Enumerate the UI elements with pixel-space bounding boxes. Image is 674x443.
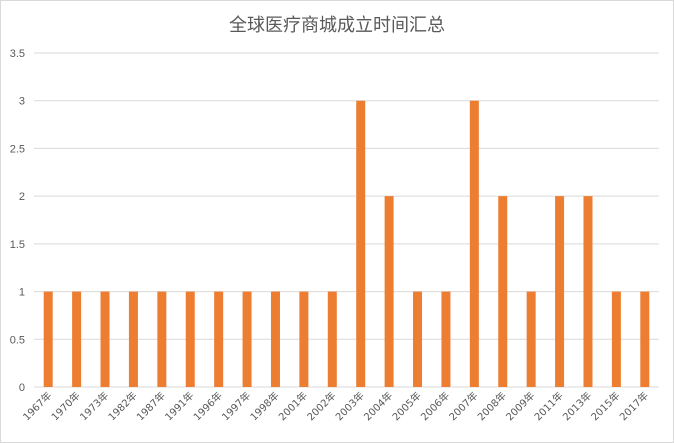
x-axis-ticks: 1967年1970年1973年1982年1987年1991年1996年1997年… xyxy=(20,389,651,423)
bar xyxy=(157,291,167,387)
x-tick-label: 2004年 xyxy=(361,389,395,423)
x-tick-label: 2006年 xyxy=(418,389,452,423)
bar xyxy=(185,291,195,387)
x-tick-label: 1998年 xyxy=(247,389,281,423)
bar xyxy=(72,291,82,387)
x-tick-label: 1996年 xyxy=(191,389,225,423)
bar xyxy=(214,291,224,387)
x-tick-label: 1997年 xyxy=(219,389,253,423)
gridlines xyxy=(34,52,659,388)
x-tick-label: 2015年 xyxy=(588,389,622,423)
x-tick-label: 2003年 xyxy=(333,389,367,423)
x-tick-label: 2002年 xyxy=(304,389,338,423)
bar xyxy=(242,291,252,387)
y-axis-ticks: 0 0.5 1 1.5 2 2.5 3 3.5 xyxy=(10,48,25,394)
y-tick-label: 2 xyxy=(19,191,25,203)
x-tick-label: 2009年 xyxy=(503,389,537,423)
bars xyxy=(43,100,650,387)
y-tick-label: 1 xyxy=(19,287,25,299)
bar xyxy=(583,196,593,387)
y-tick-label: 0 xyxy=(19,382,25,394)
bar xyxy=(270,291,280,387)
bar xyxy=(526,291,536,387)
x-tick-label: 2013年 xyxy=(560,389,594,423)
x-tick-label: 2005年 xyxy=(389,389,423,423)
y-tick-label: 1.5 xyxy=(10,239,25,251)
y-tick-label: 3 xyxy=(19,96,25,108)
x-tick-label: 1973年 xyxy=(77,389,111,423)
x-tick-label: 2007年 xyxy=(446,389,480,423)
bar xyxy=(469,100,479,387)
bar xyxy=(441,291,451,387)
bar xyxy=(640,291,650,387)
x-tick-label: 1991年 xyxy=(162,389,196,423)
bar xyxy=(43,291,53,387)
bar xyxy=(128,291,138,387)
x-tick-label: 2017年 xyxy=(617,389,651,423)
y-tick-label: 0.5 xyxy=(10,334,25,346)
x-tick-label: 2001年 xyxy=(276,389,310,423)
bar xyxy=(384,196,394,387)
x-tick-label: 1987年 xyxy=(134,389,168,423)
x-tick-label: 2008年 xyxy=(475,389,509,423)
y-tick-label: 2.5 xyxy=(10,143,25,155)
chart-title: 全球医疗商城成立时间汇总 xyxy=(229,15,445,36)
bar xyxy=(100,291,110,387)
y-tick-label: 3.5 xyxy=(10,48,25,60)
x-tick-label: 2011年 xyxy=(531,389,565,423)
bar xyxy=(611,291,621,387)
x-tick-label: 1970年 xyxy=(48,389,82,423)
x-tick-label: 1982年 xyxy=(105,389,139,423)
bar xyxy=(555,196,565,387)
bar xyxy=(498,196,508,387)
bar xyxy=(299,291,309,387)
bar xyxy=(413,291,423,387)
bar xyxy=(356,100,366,387)
bar xyxy=(327,291,337,387)
x-tick-label: 1967年 xyxy=(20,389,54,423)
